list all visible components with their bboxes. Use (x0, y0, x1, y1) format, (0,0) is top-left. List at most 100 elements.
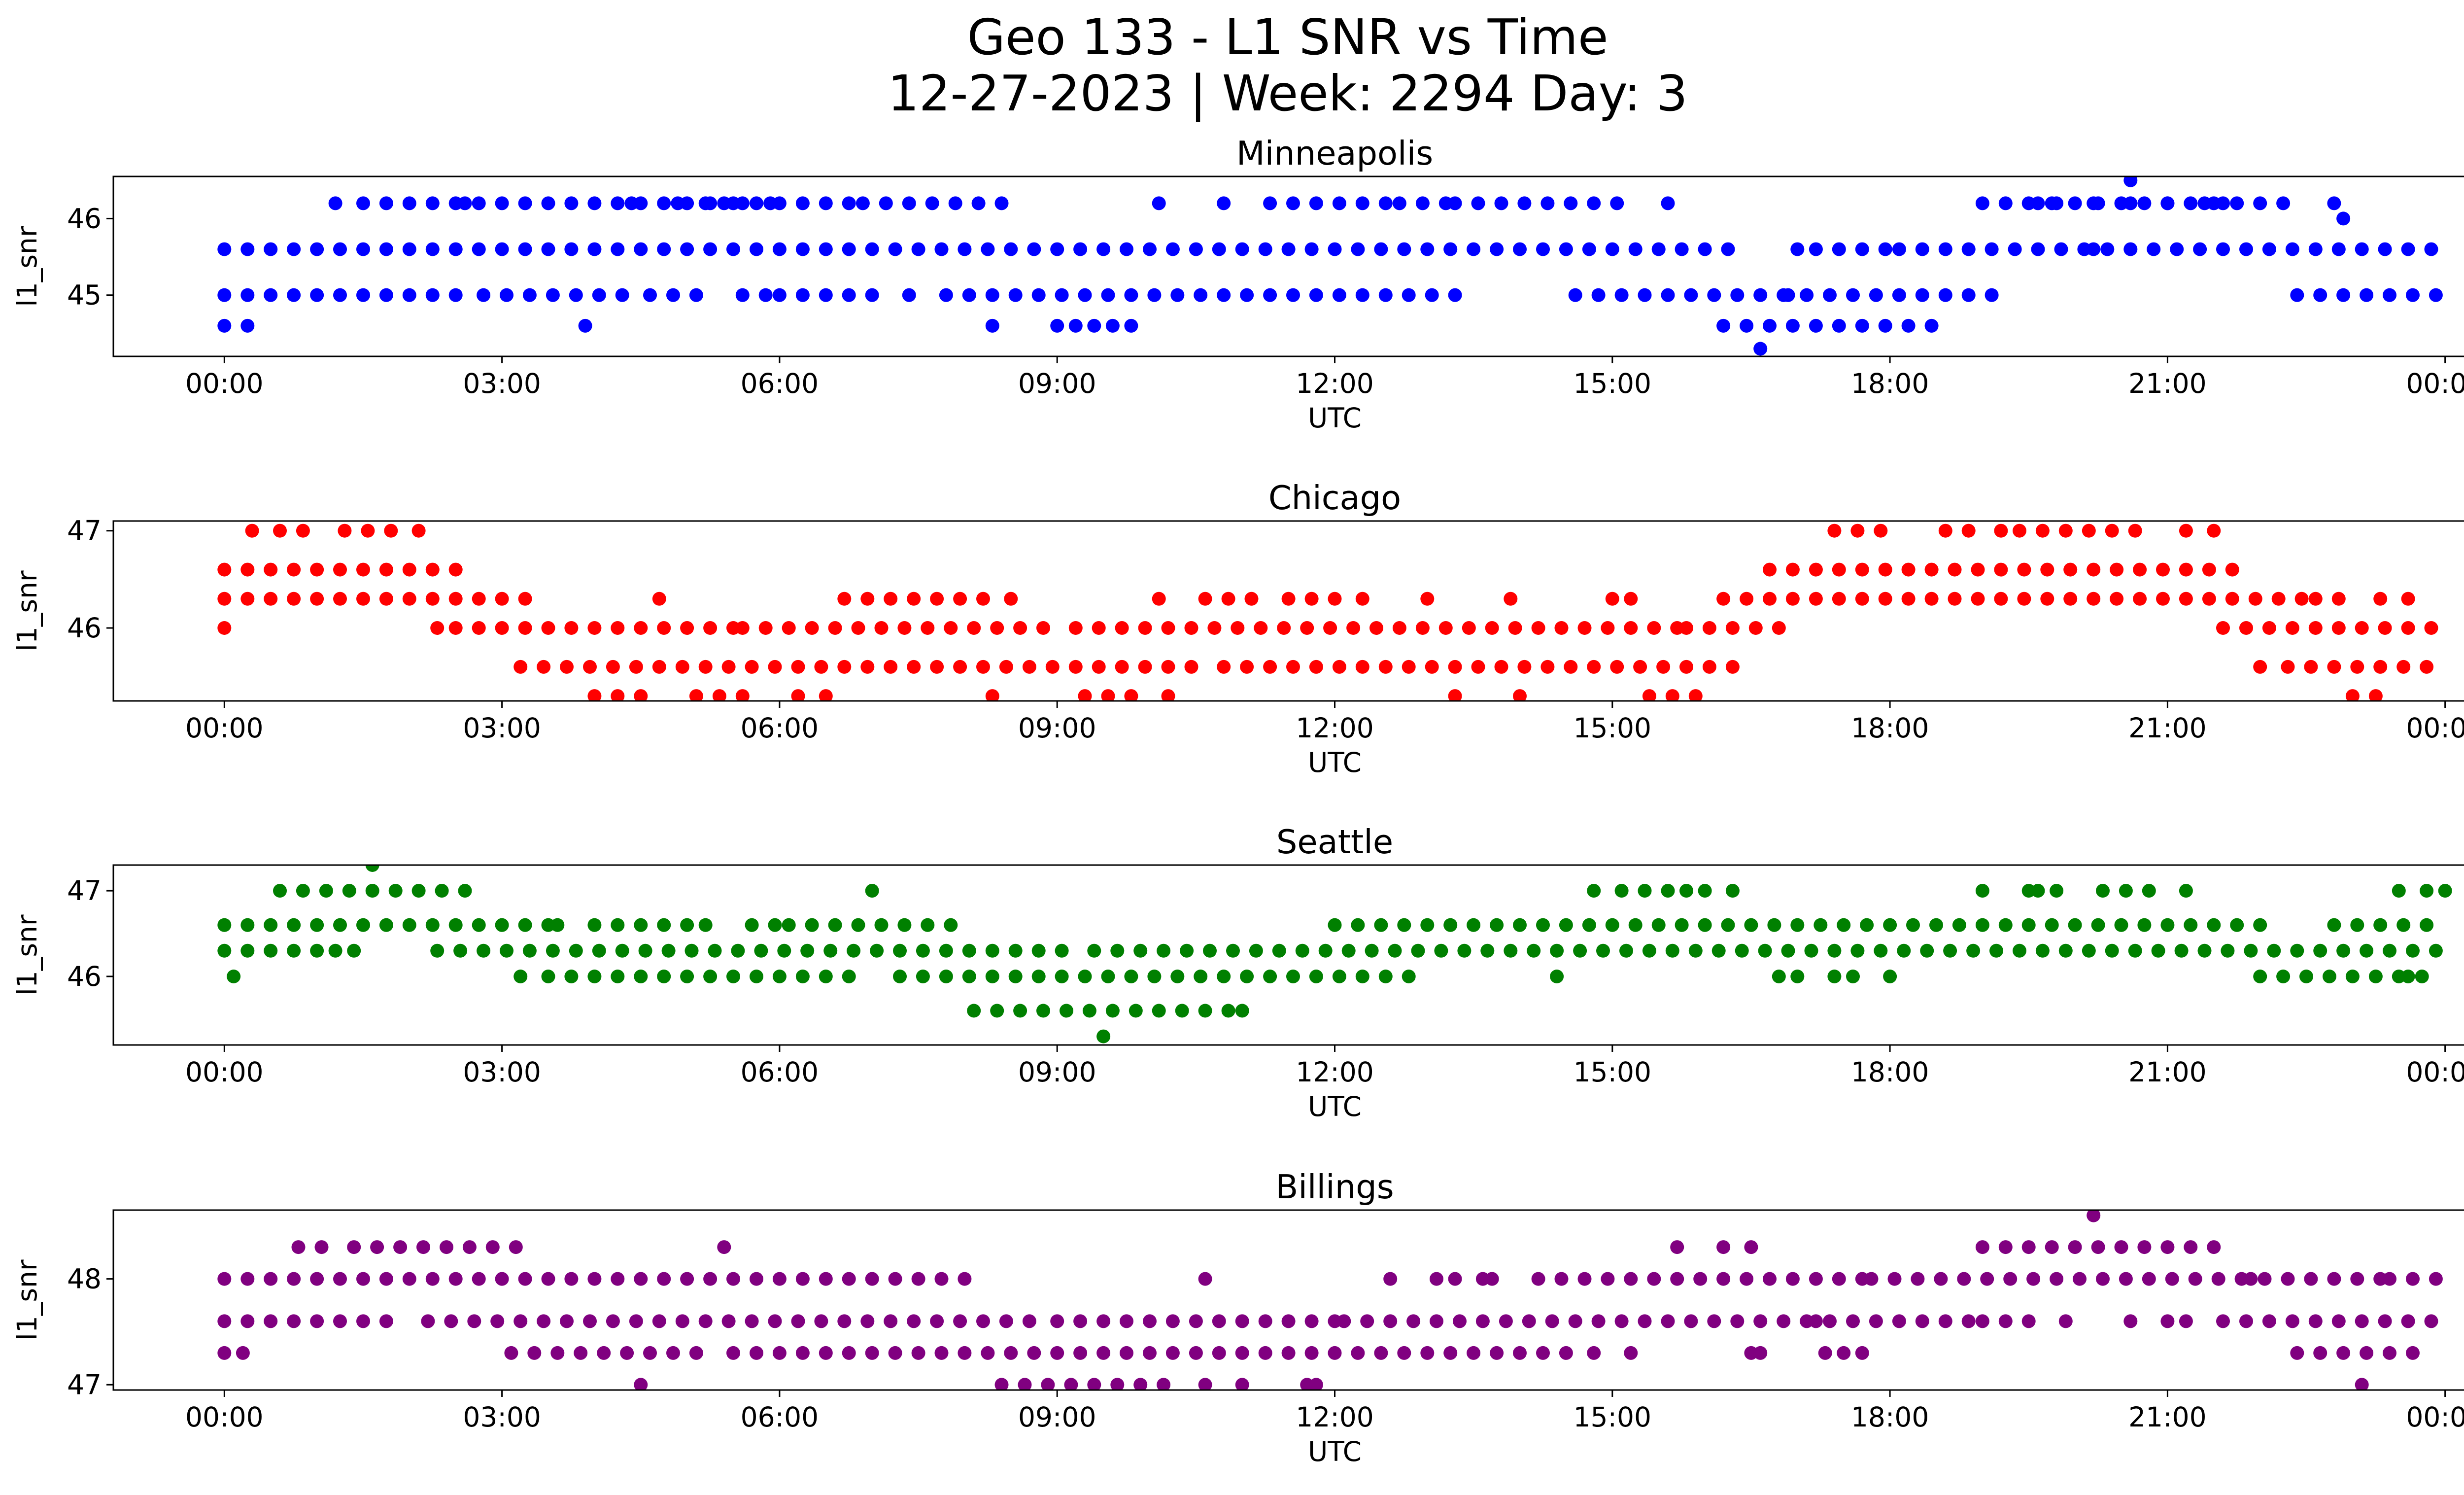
data-point (1161, 660, 1175, 674)
data-point (402, 918, 416, 932)
data-point (2294, 591, 2309, 606)
data-point (217, 1314, 232, 1328)
data-point (522, 943, 537, 958)
data-point (1355, 196, 1369, 210)
data-point (934, 1346, 949, 1360)
data-point (1068, 318, 1083, 333)
data-point (1115, 621, 1129, 635)
data-point (2003, 1272, 2018, 1286)
data-point (273, 884, 287, 898)
data-point (1901, 318, 1916, 333)
data-point (2063, 562, 2078, 577)
data-point (1008, 943, 1023, 958)
data-point (310, 591, 324, 606)
data-point (1642, 943, 1656, 958)
data-point (291, 1240, 306, 1254)
data-point (819, 196, 833, 210)
data-point (1212, 1314, 1226, 1328)
data-point (1966, 943, 1981, 958)
data-point (504, 1346, 518, 1360)
data-point (1263, 288, 1277, 302)
data-point (1147, 288, 1162, 302)
data-point (490, 1314, 505, 1328)
data-point (1827, 970, 1842, 983)
data-point (240, 943, 255, 958)
data-point (2276, 970, 2291, 983)
data-point (472, 918, 486, 932)
x-tick-label: 12:00 (1296, 712, 1374, 744)
data-point (1855, 562, 1869, 577)
data-point (795, 1346, 810, 1360)
data-point (1165, 242, 1180, 256)
data-point (2327, 1272, 2341, 1286)
data-point (448, 621, 463, 635)
data-point (1453, 1314, 1467, 1328)
data-point (1878, 591, 1892, 606)
data-point (1031, 943, 1046, 958)
data-point (2160, 196, 2175, 210)
x-tick-label: 15:00 (1574, 712, 1652, 744)
data-point (615, 288, 629, 302)
data-point (1665, 943, 1679, 958)
data-point (402, 562, 416, 577)
data-point (1480, 943, 1495, 958)
data-point (217, 288, 232, 302)
x-axis-label: UTC (1308, 402, 1362, 434)
data-point (865, 1272, 879, 1286)
data-point (930, 660, 944, 674)
data-point (347, 943, 361, 958)
data-point (2271, 591, 2286, 606)
y-tick-label: 46 (67, 961, 102, 992)
data-point (634, 918, 648, 932)
data-point (1443, 918, 1458, 932)
data-point (2420, 884, 2434, 898)
data-point (2151, 943, 2165, 958)
data-point (1656, 660, 1671, 674)
data-point (907, 1314, 921, 1328)
data-points (217, 523, 2438, 701)
data-point (1601, 621, 1615, 635)
data-point (772, 1272, 787, 1286)
data-point (805, 621, 819, 635)
data-point (772, 970, 787, 983)
data-point (1573, 943, 1587, 958)
data-point (495, 591, 509, 606)
data-point (1078, 288, 1092, 302)
data-point (921, 621, 935, 635)
data-point (1688, 943, 1703, 958)
data-point (1693, 1272, 1708, 1286)
data-point (2184, 196, 2198, 210)
data-point (657, 1272, 671, 1286)
data-point (462, 1240, 477, 1254)
data-point (1286, 288, 1300, 302)
data-point (1559, 242, 1573, 256)
data-point (939, 970, 953, 983)
data-point (379, 1314, 393, 1328)
data-point (1725, 660, 1740, 674)
data-point (768, 660, 782, 674)
data-point (1036, 1004, 1050, 1018)
data-point (2073, 1272, 2087, 1286)
data-point (587, 918, 602, 932)
data-point (564, 242, 579, 256)
data-point (310, 918, 324, 932)
data-point (865, 242, 879, 256)
data-point (495, 621, 509, 635)
data-point (2230, 196, 2244, 210)
data-point (1971, 591, 1985, 606)
data-point (217, 318, 232, 333)
data-point (1587, 660, 1601, 674)
data-point (643, 1346, 657, 1360)
data-point (2147, 242, 2161, 256)
x-tick-label: 00:00 (185, 1401, 264, 1433)
data-point (1341, 943, 1356, 958)
data-point (333, 242, 347, 256)
data-point (851, 918, 865, 932)
data-point (944, 621, 958, 635)
x-tick-label: 09:00 (1018, 1056, 1096, 1088)
data-point (2327, 918, 2341, 932)
data-point (819, 689, 833, 701)
data-point (1744, 1240, 1758, 1254)
x-tick-label: 00:00 (185, 712, 264, 744)
data-point (1721, 918, 1735, 932)
